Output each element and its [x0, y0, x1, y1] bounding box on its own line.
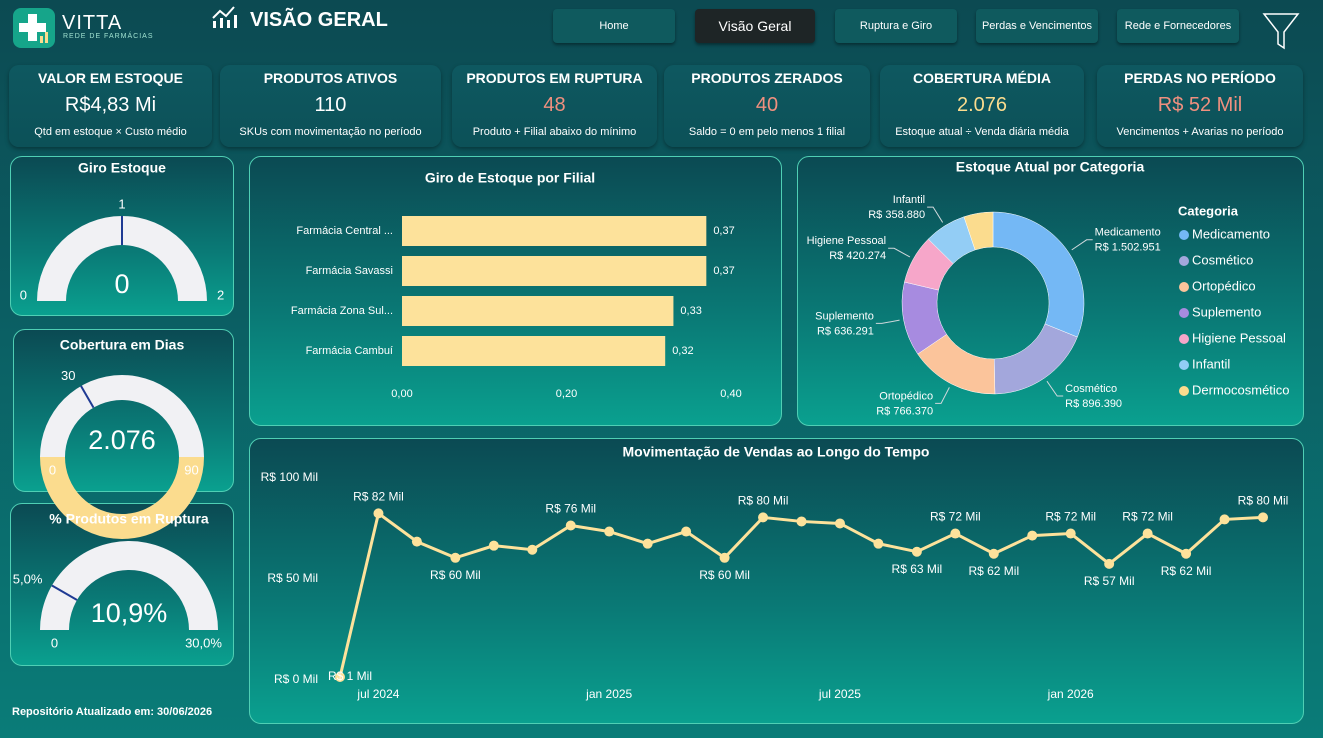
- kpi-value: R$4,83 Mi: [64, 94, 157, 116]
- kpi-title: PERDAS NO PERÍODO: [1124, 70, 1276, 86]
- kpi-value: 110: [314, 94, 347, 116]
- panel: [249, 438, 1304, 724]
- panel: [10, 156, 234, 316]
- panel: [10, 503, 234, 666]
- kpi-value: 48: [543, 94, 566, 116]
- kpi-note: Produto + Filial abaixo do mínimo: [472, 126, 637, 138]
- footer: Repositório Atualizado em: 30/06/2026: [12, 706, 213, 718]
- kpi-title: COBERTURA MÉDIA: [913, 70, 1051, 86]
- brand: VITTA: [62, 12, 123, 34]
- nav-button[interactable]: Ruptura e Giro: [835, 9, 957, 43]
- kpi-card: VALOR EM ESTOQUE R$4,83 Mi Qtd em estoque …: [9, 65, 212, 147]
- kpi-note: Vencimentos + Avarias no período: [1116, 126, 1284, 138]
- page-icon: [212, 6, 237, 28]
- kpi-note: Estoque atual ÷ Venda diária média: [895, 126, 1069, 138]
- kpi-card: PRODUTOS EM RUPTURA 48 Produto + Filial ab…: [452, 65, 657, 147]
- kpi-note: Qtd em estoque × Custo médio: [34, 126, 187, 138]
- filter-icon[interactable]: [1262, 12, 1300, 52]
- kpi-card: COBERTURA MÉDIA 2.076 Estoque atual ÷ Vend…: [880, 65, 1084, 147]
- nav-button[interactable]: Perdas e Vencimentos: [976, 9, 1098, 43]
- kpi-title: PRODUTOS ATIVOS: [263, 70, 398, 86]
- kpi-title: VALOR EM ESTOQUE: [38, 70, 183, 86]
- kpi-value: R$ 52 Mil: [1157, 94, 1243, 116]
- page-title: VISÃO GERAL: [250, 9, 388, 31]
- kpi-card: PRODUTOS ATIVOS 110 SKUs com movimentação …: [220, 65, 441, 147]
- kpi-value: 2.076: [956, 94, 1008, 116]
- tagline: REDE DE FARMÁCIAS: [63, 33, 154, 40]
- panel: [249, 156, 782, 426]
- nav-button[interactable]: Visão Geral: [695, 9, 815, 43]
- kpi-title: PRODUTOS EM RUPTURA: [466, 70, 643, 86]
- logo: [13, 8, 55, 48]
- kpi-note: SKUs com movimentação no período: [239, 126, 422, 138]
- kpi-note: Saldo = 0 em pelo menos 1 filial: [688, 126, 846, 138]
- nav-button[interactable]: Home: [553, 9, 675, 43]
- panel: [797, 156, 1304, 426]
- panel: [13, 329, 234, 492]
- kpi-title: PRODUTOS ZERADOS: [691, 70, 843, 86]
- kpi-value: 40: [755, 94, 779, 116]
- logo-icon: [19, 14, 48, 43]
- kpi-card: PERDAS NO PERÍODO R$ 52 Mil Vencimentos + …: [1097, 65, 1303, 147]
- kpi-card: PRODUTOS ZERADOS 40 Saldo = 0 em pelo meno…: [664, 65, 870, 147]
- nav-button[interactable]: Rede e Fornecedores: [1117, 9, 1239, 43]
